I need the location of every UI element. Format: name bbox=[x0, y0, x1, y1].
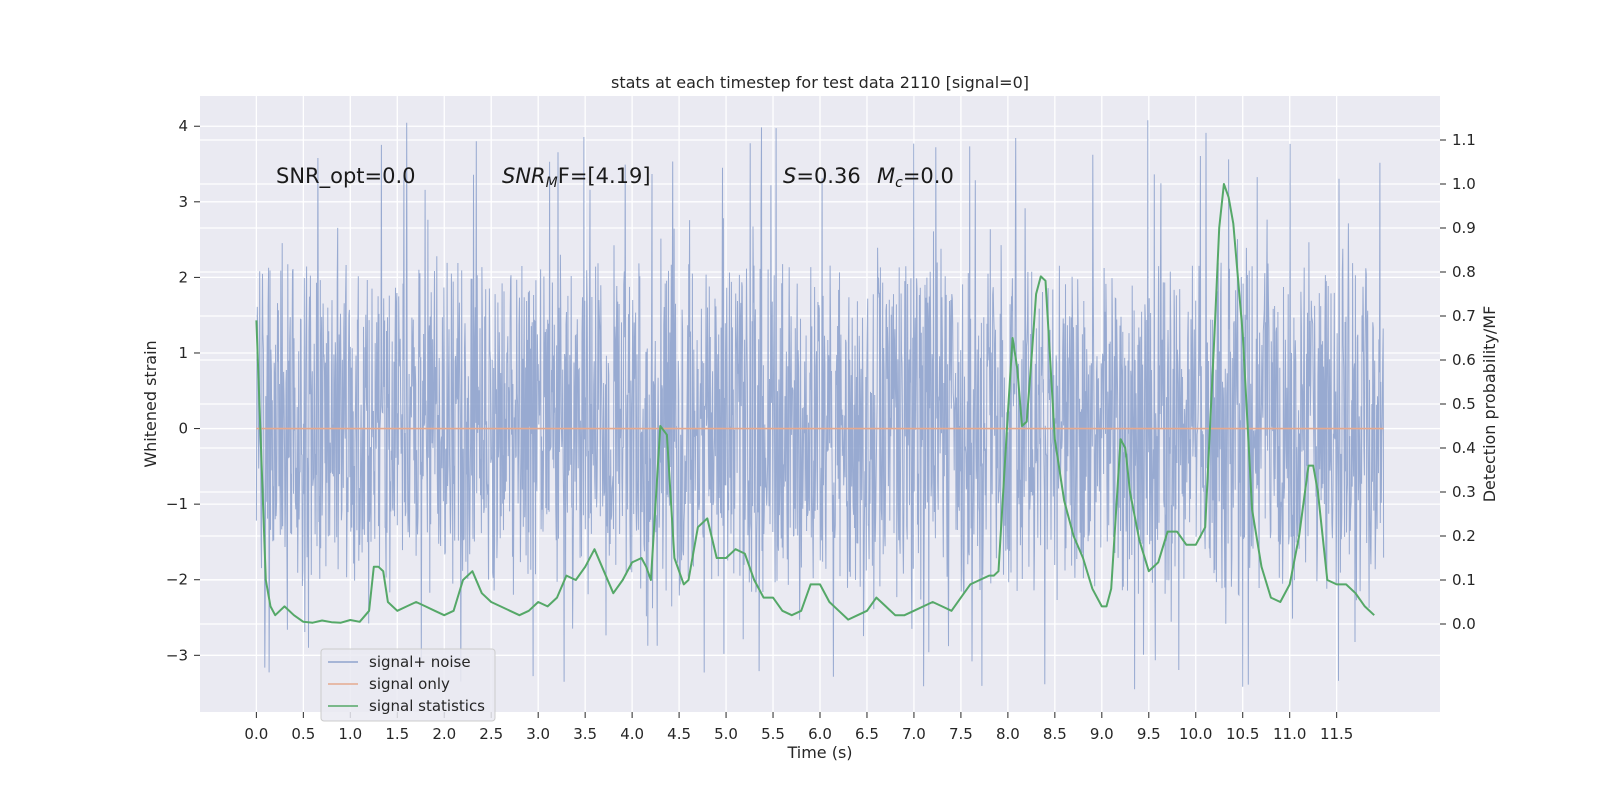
left-tick-label: 3 bbox=[178, 193, 188, 211]
statistics-line bbox=[255, 183, 1375, 624]
right-tick-label: 0.5 bbox=[1452, 395, 1476, 413]
right-tick-label: 0.4 bbox=[1452, 439, 1476, 457]
mc-sub: c bbox=[895, 175, 903, 191]
x-tick-label: 6.0 bbox=[808, 725, 832, 743]
legend-label-signal-noise: signal+ noise bbox=[369, 653, 471, 671]
chart-title: stats at each timestep for test data 211… bbox=[611, 73, 1029, 92]
left-tick-label: 0 bbox=[178, 420, 188, 438]
legend-label-signal-statistics: signal statistics bbox=[369, 697, 485, 715]
right-tick-label: 1.0 bbox=[1452, 175, 1476, 193]
left-tick-label: 1 bbox=[178, 344, 188, 362]
right-tick-label: 0.7 bbox=[1452, 307, 1476, 325]
x-axis-label: Time (s) bbox=[786, 743, 852, 762]
right-tick-label: 0.2 bbox=[1452, 527, 1476, 545]
left-axis-label: Whitened strain bbox=[141, 340, 160, 467]
x-tick-label: 11.5 bbox=[1320, 725, 1353, 743]
s-rest: =0.36 bbox=[796, 164, 860, 188]
right-tick-label: 0.3 bbox=[1452, 483, 1476, 501]
left-axis-ticks: −3 −2 −1 0 1 2 3 4 bbox=[166, 117, 200, 664]
x-tick-label: 4.0 bbox=[620, 725, 644, 743]
x-tick-label: 0.0 bbox=[244, 725, 268, 743]
x-tick-label: 10.0 bbox=[1179, 725, 1212, 743]
right-tick-label: 0.1 bbox=[1452, 571, 1476, 589]
right-axis-ticks: 0.0 0.1 0.2 0.3 0.4 0.5 0.6 0.7 0.8 0.9 1.0 1.1 bbox=[1440, 131, 1476, 633]
x-tick-label: 1.0 bbox=[338, 725, 362, 743]
left-tick-label: −2 bbox=[166, 571, 188, 589]
snr-mf-sub: M bbox=[546, 175, 558, 191]
x-tick-label: 3.0 bbox=[526, 725, 550, 743]
mc-main: M bbox=[877, 164, 895, 188]
snr-mf-main: SNR bbox=[502, 164, 546, 188]
noise-trace bbox=[255, 120, 1385, 690]
x-tick-label: 1.5 bbox=[385, 725, 409, 743]
right-tick-label: 1.1 bbox=[1452, 131, 1476, 149]
left-tick-label: 4 bbox=[178, 117, 188, 135]
x-tick-label: 7.5 bbox=[949, 725, 973, 743]
x-tick-label: 9.0 bbox=[1090, 725, 1114, 743]
left-tick-label: 2 bbox=[178, 268, 188, 286]
left-tick-label: −3 bbox=[166, 646, 188, 664]
left-tick-label: −1 bbox=[166, 495, 188, 513]
x-tick-label: 7.0 bbox=[902, 725, 926, 743]
x-tick-label: 0.5 bbox=[291, 725, 315, 743]
annotation-mc: Mc=0.0 bbox=[877, 164, 954, 191]
x-tick-label: 3.5 bbox=[573, 725, 597, 743]
annotation-snr-opt: SNR_opt=0.0 bbox=[276, 164, 416, 189]
annotation-s: S=0.36 bbox=[783, 164, 861, 188]
annotation-snr-mf: SNRMF=[4.19] bbox=[502, 164, 651, 191]
statistics-series bbox=[255, 183, 1375, 624]
snr-mf-rest: F=[4.19] bbox=[558, 164, 651, 188]
noise-series bbox=[255, 120, 1385, 690]
x-tick-label: 6.5 bbox=[855, 725, 879, 743]
x-tick-label: 8.0 bbox=[996, 725, 1020, 743]
x-tick-label: 2.5 bbox=[479, 725, 503, 743]
x-axis-ticks: 0.0 0.5 1.0 1.5 2.0 2.5 3.0 3.5 4.0 4.5 5.0 5.5 6.0 6… bbox=[244, 712, 1353, 743]
legend-box bbox=[320, 648, 496, 722]
x-tick-label: 8.5 bbox=[1043, 725, 1067, 743]
x-tick-label: 5.5 bbox=[761, 725, 785, 743]
x-tick-label: 11.0 bbox=[1273, 725, 1306, 743]
right-tick-label: 0.8 bbox=[1452, 263, 1476, 281]
right-tick-label: 0.9 bbox=[1452, 219, 1476, 237]
s-main: S bbox=[783, 164, 796, 188]
x-tick-label: 5.0 bbox=[714, 725, 738, 743]
x-tick-label: 10.5 bbox=[1226, 725, 1259, 743]
right-axis-label: Detection probability/MF bbox=[1480, 306, 1499, 503]
x-tick-label: 4.5 bbox=[667, 725, 691, 743]
x-tick-label: 9.5 bbox=[1137, 725, 1161, 743]
legend: signal+ noise signal only signal statist… bbox=[320, 648, 496, 722]
mc-rest: =0.0 bbox=[903, 164, 954, 188]
x-tick-label: 2.0 bbox=[432, 725, 456, 743]
legend-label-signal-only: signal only bbox=[369, 675, 450, 693]
right-tick-label: 0.0 bbox=[1452, 615, 1476, 633]
right-tick-label: 0.6 bbox=[1452, 351, 1476, 369]
